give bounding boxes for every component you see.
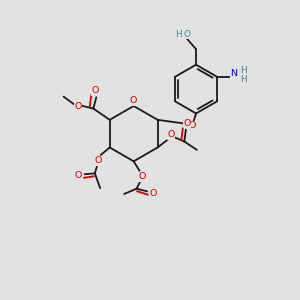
Text: O: O: [184, 30, 191, 39]
Text: O: O: [130, 97, 137, 106]
Text: O: O: [95, 156, 102, 165]
Text: H: H: [240, 75, 247, 84]
Text: O: O: [184, 118, 191, 127]
Text: O: O: [150, 189, 157, 198]
Text: O: O: [74, 102, 82, 111]
Text: H: H: [240, 66, 247, 75]
Text: N: N: [231, 69, 238, 78]
Text: O: O: [74, 171, 82, 180]
Text: O: O: [167, 130, 175, 139]
Text: O: O: [138, 172, 146, 181]
Text: H: H: [175, 30, 181, 39]
Text: O: O: [92, 86, 99, 95]
Text: O: O: [189, 122, 196, 130]
